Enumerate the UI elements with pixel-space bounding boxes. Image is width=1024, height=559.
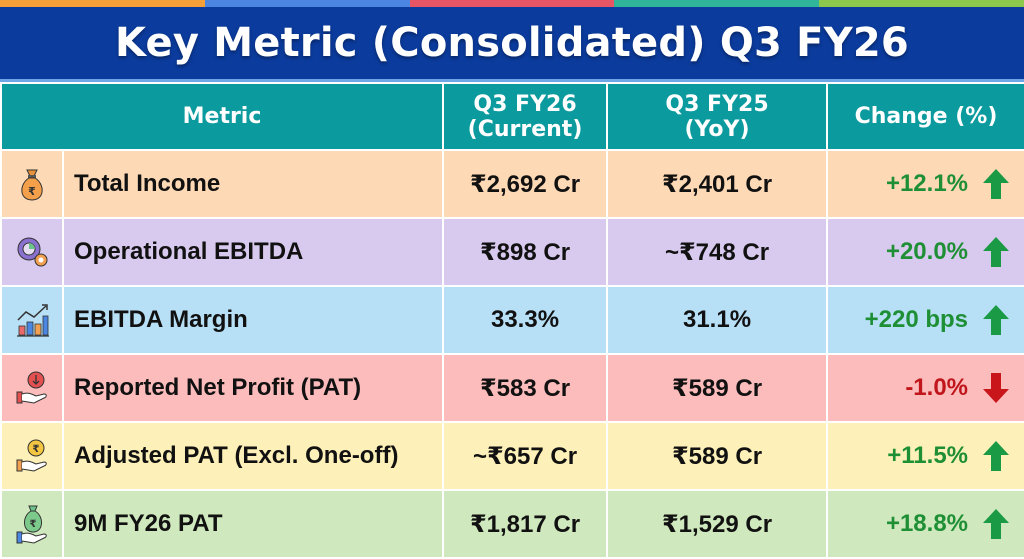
stripe-orange xyxy=(0,0,205,7)
current-value: ₹1,817 Cr xyxy=(442,489,609,559)
stripe-red xyxy=(409,0,615,7)
hand-down-coin-icon xyxy=(0,353,64,423)
table-row: Reported Net Profit (PAT) ₹583 Cr ₹589 C… xyxy=(0,353,1024,423)
hand-rupee-coin-icon: ₹ xyxy=(0,421,64,491)
metric-name: 9M FY26 PAT xyxy=(61,489,445,559)
yoy-value: ₹2,401 Cr xyxy=(606,149,829,219)
current-value: ₹898 Cr xyxy=(442,217,609,287)
header-current-line2: (Current) xyxy=(467,116,583,142)
metric-name: Reported Net Profit (PAT) xyxy=(61,353,445,423)
yoy-value: ₹589 Cr xyxy=(606,353,829,423)
bar-chart-trend-icon xyxy=(0,285,64,355)
header-metric: Metric xyxy=(0,82,445,151)
header-change: Change (%) xyxy=(826,82,1024,151)
money-bag-rupee-icon: ₹ xyxy=(0,149,64,219)
svg-text:₹: ₹ xyxy=(33,444,40,455)
change-value: -1.0% xyxy=(905,374,969,401)
change-cell: +220 bps xyxy=(826,285,1024,355)
change-value: +220 bps xyxy=(864,306,969,333)
stripe-teal xyxy=(614,0,820,7)
table-header-row: Metric Q3 FY26 (Current) Q3 FY25 (YoY) C… xyxy=(0,82,1024,151)
change-cell: +11.5% xyxy=(826,421,1024,491)
change-cell: +12.1% xyxy=(826,149,1024,219)
current-value: ₹2,692 Cr xyxy=(442,149,609,219)
arrow-up-icon xyxy=(983,509,1010,539)
header-current: Q3 FY26 (Current) xyxy=(442,82,609,151)
current-value: ~₹657 Cr xyxy=(442,421,609,491)
svg-text:₹: ₹ xyxy=(28,185,36,198)
page-title: Key Metric (Consolidated) Q3 FY26 xyxy=(115,20,909,66)
header-yoy-line2: (YoY) xyxy=(684,116,750,142)
metric-name: EBITDA Margin xyxy=(61,285,445,355)
change-cell: +18.8% xyxy=(826,489,1024,559)
metric-name: Operational EBITDA xyxy=(61,217,445,287)
arrow-down-icon xyxy=(983,373,1010,403)
table-row: ₹ 9M FY26 PAT ₹1,817 Cr ₹1,529 Cr +18.8% xyxy=(0,489,1024,559)
svg-text:₹: ₹ xyxy=(30,519,37,530)
current-value: ₹583 Cr xyxy=(442,353,609,423)
change-value: +18.8% xyxy=(885,510,969,537)
header-yoy-line1: Q3 FY25 xyxy=(665,91,769,117)
arrow-up-icon xyxy=(983,305,1010,335)
arrow-up-icon xyxy=(983,237,1010,267)
yoy-value: 31.1% xyxy=(606,285,829,355)
yoy-value: ₹1,529 Cr xyxy=(606,489,829,559)
yoy-value: ~₹748 Cr xyxy=(606,217,829,287)
change-value: +20.0% xyxy=(885,238,969,265)
arrow-up-icon xyxy=(983,169,1010,199)
title-bar: Key Metric (Consolidated) Q3 FY26 xyxy=(0,7,1024,82)
stripe-green xyxy=(819,0,1024,7)
change-cell: +20.0% xyxy=(826,217,1024,287)
metric-name: Adjusted PAT (Excl. One-off) xyxy=(61,421,445,491)
header-yoy: Q3 FY25 (YoY) xyxy=(606,82,829,151)
top-color-stripe xyxy=(0,0,1024,7)
stripe-blue xyxy=(204,0,410,7)
header-current-line1: Q3 FY26 xyxy=(473,91,577,117)
change-value: +12.1% xyxy=(885,170,969,197)
metric-name: Total Income xyxy=(61,149,445,219)
hand-money-bag-icon: ₹ xyxy=(0,489,64,559)
table-row: EBITDA Margin 33.3% 31.1% +220 bps xyxy=(0,285,1024,355)
change-cell: -1.0% xyxy=(826,353,1024,423)
gear-chart-icon xyxy=(0,217,64,287)
yoy-value: ₹589 Cr xyxy=(606,421,829,491)
arrow-up-icon xyxy=(983,441,1010,471)
table-row: ₹ Adjusted PAT (Excl. One-off) ~₹657 Cr … xyxy=(0,421,1024,491)
current-value: 33.3% xyxy=(442,285,609,355)
change-value: +11.5% xyxy=(887,442,969,469)
table-row: ₹ Total Income ₹2,692 Cr ₹2,401 Cr +12.1… xyxy=(0,149,1024,219)
metrics-table: Metric Q3 FY26 (Current) Q3 FY25 (YoY) C… xyxy=(0,82,1024,559)
table-row: Operational EBITDA ₹898 Cr ~₹748 Cr +20.… xyxy=(0,217,1024,287)
